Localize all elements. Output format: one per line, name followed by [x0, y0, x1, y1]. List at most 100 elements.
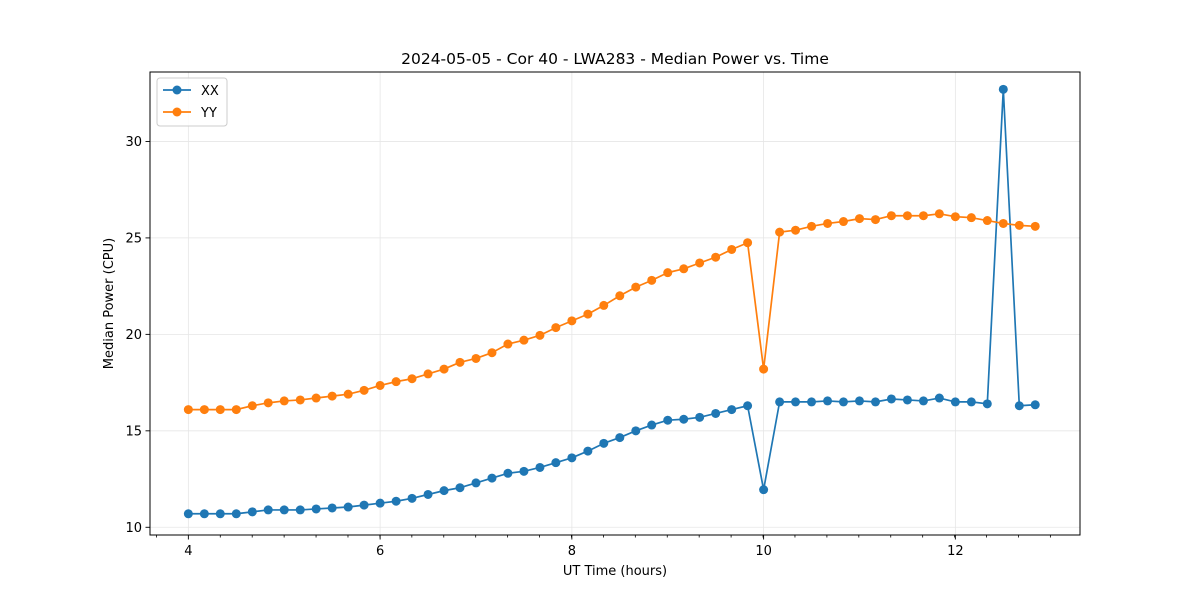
- data-point-yy: [647, 275, 657, 285]
- data-point-yy: [215, 405, 225, 415]
- data-point-xx: [615, 433, 625, 443]
- data-point-xx: [886, 394, 896, 404]
- data-point-xx: [854, 396, 864, 406]
- data-point-yy: [231, 405, 241, 415]
- data-point-yy: [375, 380, 385, 390]
- data-point-xx: [743, 401, 753, 411]
- data-point-xx: [183, 509, 193, 519]
- data-point-yy: [982, 216, 992, 226]
- data-point-xx: [487, 473, 497, 483]
- data-point-yy: [791, 225, 801, 235]
- y-tick-label: 15: [125, 424, 142, 439]
- data-point-xx: [1014, 401, 1024, 411]
- data-point-yy: [583, 309, 593, 319]
- data-point-xx: [343, 502, 353, 512]
- data-point-yy: [838, 217, 848, 227]
- data-point-xx: [838, 397, 848, 407]
- data-point-yy: [823, 218, 833, 228]
- data-point-yy: [854, 214, 864, 224]
- x-tick-label: 12: [947, 544, 964, 559]
- y-tick-label: 25: [125, 231, 142, 246]
- plot-area: [149, 71, 1081, 536]
- data-point-xx: [247, 507, 257, 517]
- data-point-yy: [743, 238, 753, 248]
- chart-title: 2024-05-05 - Cor 40 - LWA283 - Median Po…: [401, 50, 829, 68]
- data-point-xx: [375, 498, 385, 508]
- data-point-xx: [950, 397, 960, 407]
- data-point-xx: [519, 466, 529, 476]
- data-point-xx: [918, 396, 928, 406]
- data-point-yy: [1014, 220, 1024, 230]
- data-point-yy: [886, 211, 896, 221]
- legend-marker-yy: [172, 107, 182, 117]
- data-point-yy: [487, 348, 497, 358]
- data-point-yy: [599, 300, 609, 310]
- data-point-xx: [551, 458, 561, 468]
- data-point-yy: [551, 323, 561, 333]
- data-point-yy: [535, 330, 545, 340]
- data-point-yy: [343, 389, 353, 399]
- axis-ticks: 4 6 8 10 12 10 15 20 25 30: [125, 135, 1051, 559]
- data-point-yy: [183, 405, 193, 415]
- data-point-yy: [311, 393, 321, 403]
- legend-marker-xx: [172, 85, 182, 95]
- data-point-xx: [231, 509, 241, 519]
- data-point-xx: [807, 397, 817, 407]
- data-point-xx: [503, 468, 513, 478]
- data-point-xx: [679, 414, 689, 424]
- data-point-yy: [870, 215, 880, 225]
- data-point-yy: [615, 291, 625, 301]
- data-point-yy: [775, 227, 785, 237]
- data-point-yy: [727, 244, 737, 254]
- data-point-yy: [998, 218, 1008, 228]
- data-point-xx: [455, 483, 465, 493]
- data-point-yy: [918, 211, 928, 221]
- data-point-xx: [647, 420, 657, 430]
- data-point-yy: [199, 405, 209, 415]
- data-point-xx: [870, 397, 880, 407]
- data-point-yy: [807, 221, 817, 231]
- data-point-yy: [391, 377, 401, 387]
- data-point-yy: [519, 335, 529, 345]
- data-point-yy: [455, 357, 465, 367]
- data-point-xx: [966, 397, 976, 407]
- legend: XX YY: [156, 77, 228, 127]
- data-point-xx: [327, 503, 337, 513]
- data-point-xx: [263, 505, 273, 515]
- data-point-yy: [966, 213, 976, 223]
- data-point-yy: [902, 211, 912, 221]
- data-point-xx: [423, 489, 433, 499]
- data-point-xx: [407, 493, 417, 503]
- data-point-yy: [950, 212, 960, 222]
- data-point-xx: [279, 505, 289, 515]
- legend-label-yy: YY: [200, 106, 217, 121]
- data-point-xx: [295, 505, 305, 515]
- data-point-xx: [934, 393, 944, 403]
- data-point-xx: [823, 396, 833, 406]
- data-point-xx: [471, 478, 481, 488]
- data-point-yy: [934, 209, 944, 219]
- data-point-yy: [631, 282, 641, 292]
- data-point-xx: [599, 438, 609, 448]
- data-point-xx: [663, 415, 673, 425]
- data-point-xx: [711, 408, 721, 418]
- data-point-xx: [215, 509, 225, 519]
- series-group: [183, 84, 1040, 519]
- data-point-yy: [679, 264, 689, 274]
- x-tick-label: 8: [568, 544, 576, 559]
- data-point-yy: [247, 401, 257, 411]
- data-point-xx: [311, 504, 321, 514]
- data-point-xx: [982, 399, 992, 409]
- data-point-xx: [902, 395, 912, 405]
- data-point-yy: [663, 268, 673, 278]
- x-axis-label: UT Time (hours): [563, 564, 667, 579]
- x-tick-label: 10: [755, 544, 772, 559]
- data-point-yy: [759, 364, 769, 374]
- data-point-xx: [775, 397, 785, 407]
- grid: [150, 72, 1080, 535]
- data-point-xx: [359, 500, 369, 510]
- data-point-yy: [695, 258, 705, 268]
- data-point-xx: [439, 486, 449, 496]
- data-point-xx: [631, 426, 641, 436]
